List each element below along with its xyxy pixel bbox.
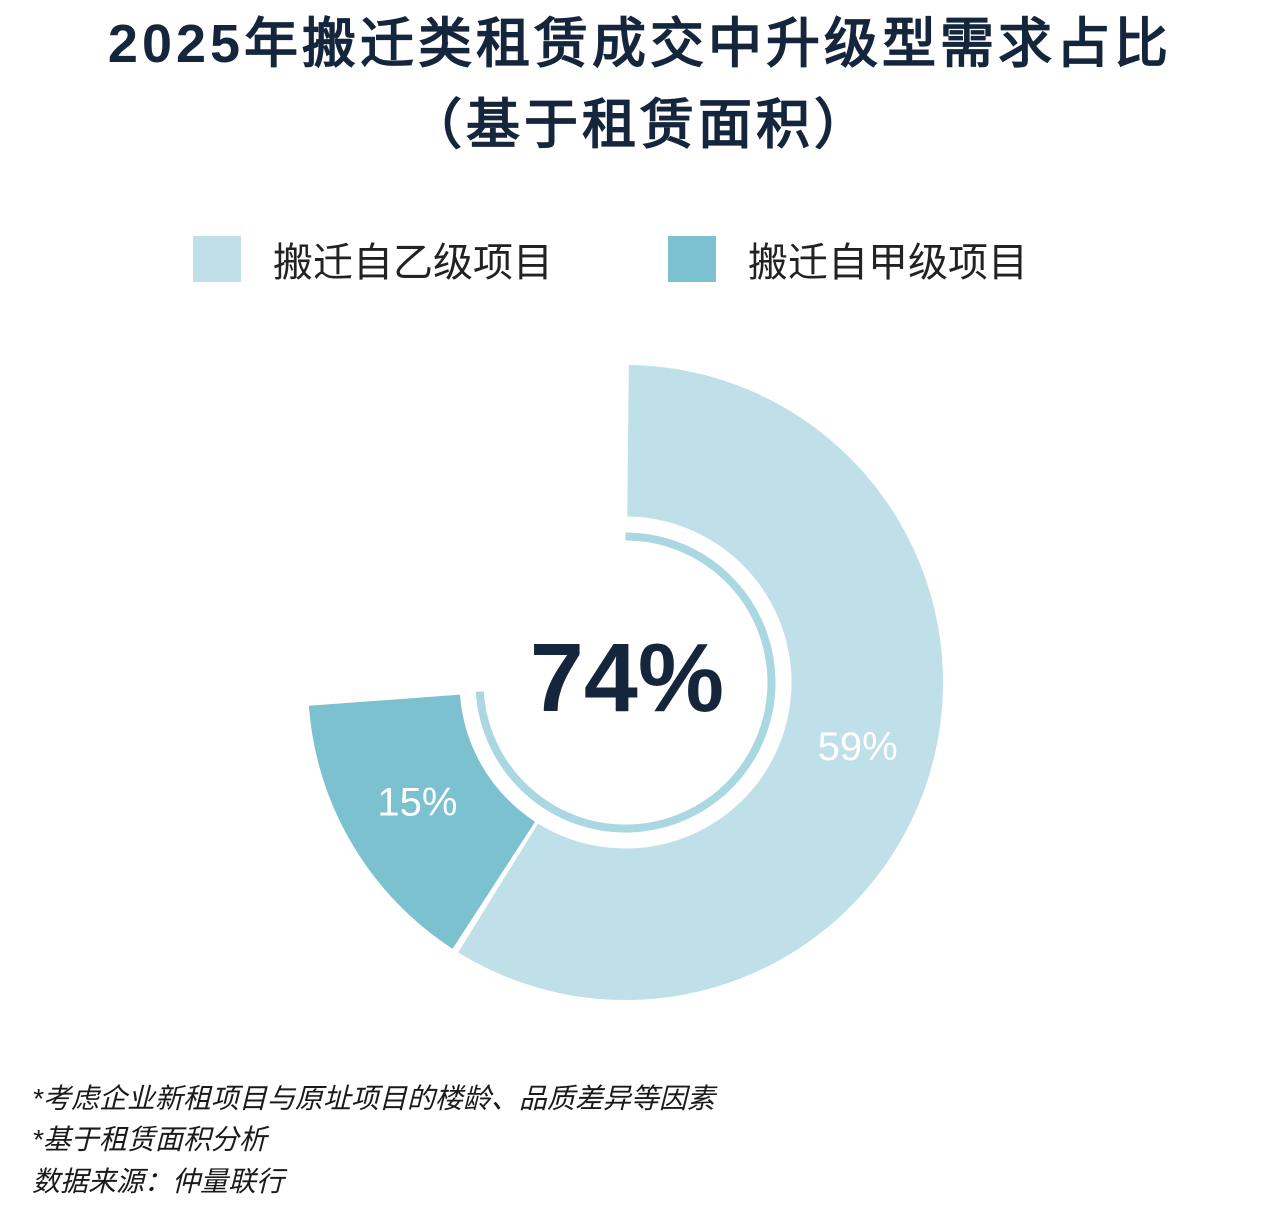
svg-text:74%: 74%	[530, 623, 724, 732]
svg-text:59%: 59%	[818, 725, 898, 769]
svg-text:15%: 15%	[377, 781, 457, 825]
